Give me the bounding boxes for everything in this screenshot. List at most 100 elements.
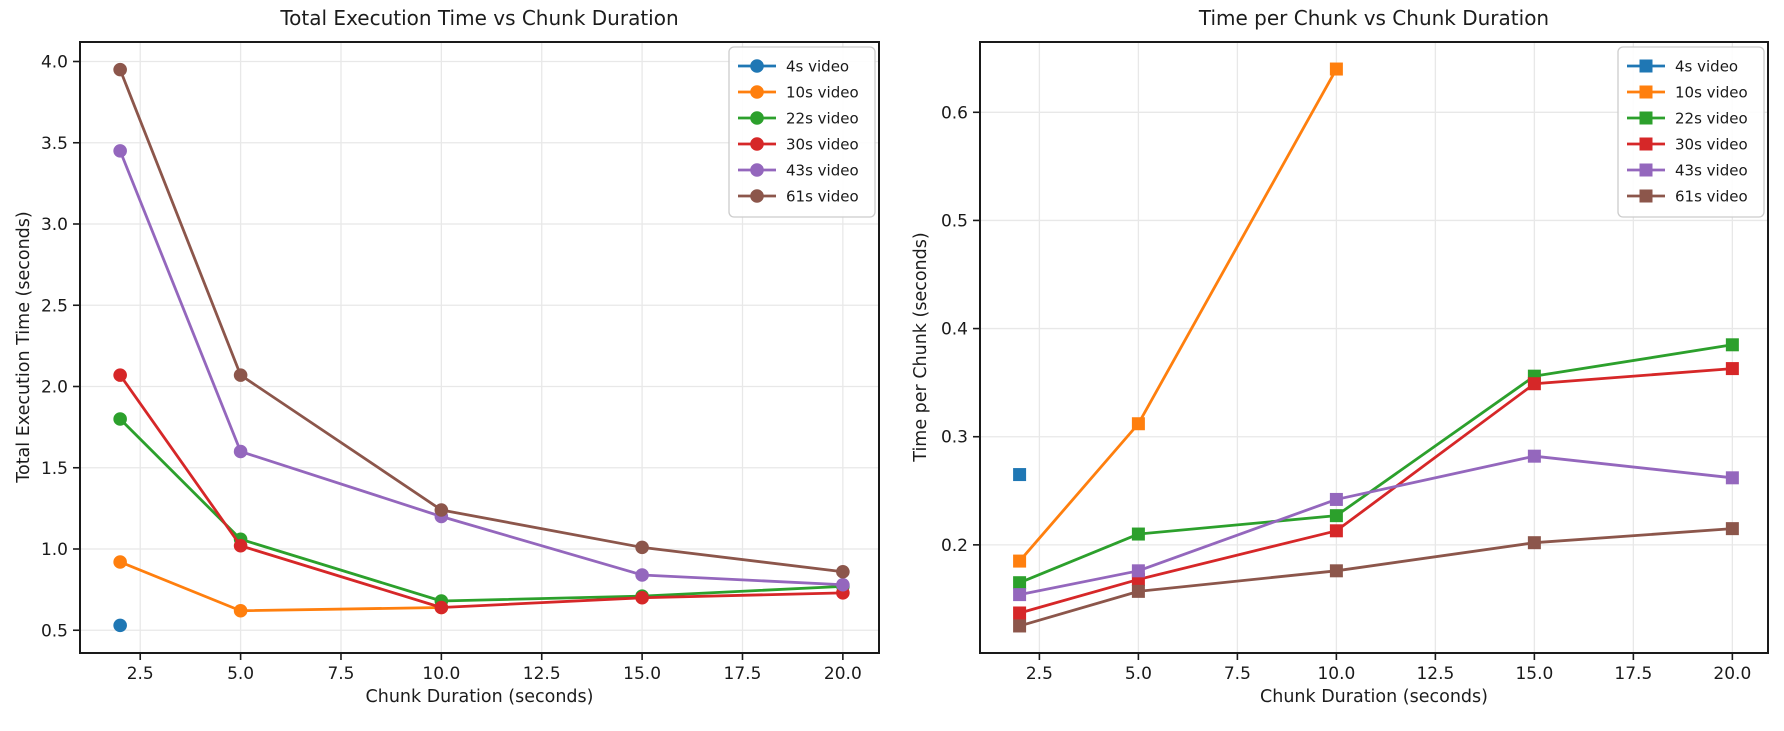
data-point-61s-video <box>233 368 248 382</box>
legend-item-4s-video: 4s video <box>1627 58 1738 76</box>
x-tick-label: 10.0 <box>422 664 460 684</box>
data-point-30s-video <box>113 368 127 382</box>
x-tick-label: 20.0 <box>824 664 862 684</box>
data-point-43s-video <box>1131 564 1145 578</box>
y-tick-label: 2.5 <box>41 296 68 316</box>
legend-label: 4s video <box>786 58 849 76</box>
data-point-22s-video <box>1329 509 1343 523</box>
y-tick-label: 0.5 <box>941 211 968 231</box>
data-point-61s-video <box>1329 564 1343 578</box>
data-point-22s-video <box>1013 576 1027 590</box>
x-tick-label: 5.0 <box>227 664 254 684</box>
y-tick-label: 0.6 <box>941 103 968 123</box>
legend-marker-square <box>1639 189 1653 203</box>
legend-item-30s-video: 30s video <box>738 136 859 154</box>
chart-time-per-chunk: 2.5 5.0 7.5 10.0 12.5 15.0 17.5 20.0 0.2 0.3 0.4 0.… <box>941 41 1769 684</box>
right-chart-ylabel: Time per Chunk (seconds) <box>911 232 931 462</box>
data-point-43s-video <box>113 144 127 158</box>
x-tick-label: 12.5 <box>1416 664 1454 684</box>
legend-marker-square <box>1639 137 1653 151</box>
legend-marker-circle <box>750 137 764 151</box>
data-point-61s-video <box>836 564 850 579</box>
legend-item-43s-video: 43s video <box>738 162 859 180</box>
data-point-22s-video <box>1725 338 1739 352</box>
legend-item-10s-video: 10s video <box>738 84 859 102</box>
data-point-30s-video <box>635 590 649 605</box>
data-point-61s-video <box>635 540 649 555</box>
y-tick-label: 0.5 <box>41 621 68 641</box>
legend-marker-square <box>1639 59 1653 73</box>
plot-spines <box>979 41 1769 654</box>
data-point-43s-video <box>1725 471 1739 485</box>
legend-label: 10s video <box>1675 84 1748 102</box>
left-chart-ylabel: Total Execution Time (seconds) <box>14 211 34 483</box>
legend-marker-circle <box>750 163 764 177</box>
legend-item-4s-video: 4s video <box>738 58 849 76</box>
data-point-22s-video <box>1131 527 1145 541</box>
left-chart-xlabel: Chunk Duration (seconds) <box>365 687 594 707</box>
x-tick-label: 7.5 <box>327 664 354 684</box>
legend-marker-circle <box>750 59 764 73</box>
legend-marker-square <box>1639 163 1653 177</box>
x-tick-label: 17.5 <box>1614 664 1652 684</box>
data-point-61s-video <box>1131 584 1145 598</box>
x-tick-label: 20.0 <box>1713 664 1751 684</box>
left-chart-title: Total Execution Time vs Chunk Duration <box>280 6 679 30</box>
data-point-43s-video <box>233 444 248 459</box>
y-tick-label: 3.5 <box>41 134 68 154</box>
legend-marker-circle <box>750 85 764 99</box>
y-tick-label: 3.0 <box>41 215 68 235</box>
data-point-22s-video <box>113 412 127 426</box>
data-point-43s-video <box>1013 588 1027 602</box>
data-point-61s-video <box>434 503 449 517</box>
data-point-30s-video <box>434 600 449 615</box>
data-point-43s-video <box>1329 492 1343 506</box>
y-tick-label: 4.0 <box>41 53 68 73</box>
data-point-30s-video <box>1725 362 1739 376</box>
chart-total-execution-time: 2.5 5.0 7.5 10.0 12.5 15.0 17.5 20.0 0.5 1.0 1.5 2.… <box>41 41 880 684</box>
x-tick-label: 10.0 <box>1317 664 1355 684</box>
data-point-61s-video <box>1725 522 1739 536</box>
legend-box <box>728 46 876 218</box>
legend-marker-circle <box>750 189 764 203</box>
data-point-61s-video <box>1527 536 1541 550</box>
x-tick-label: 7.5 <box>1224 664 1251 684</box>
legend: 4s video 10s video 22s video 30s video 43s v… <box>1617 46 1765 218</box>
series-line-10s-video <box>1018 67 1338 563</box>
x-tick-label: 15.0 <box>623 664 661 684</box>
data-point-61s-video <box>1013 619 1027 633</box>
y-tick-label: 0.4 <box>941 320 968 340</box>
legend-item-22s-video: 22s video <box>738 110 859 128</box>
legend-label: 61s video <box>1675 188 1748 206</box>
series-line-22s-video <box>1018 343 1734 585</box>
legend-item-61s-video: 61s video <box>738 188 859 206</box>
legend-item-22s-video: 22s video <box>1627 110 1748 128</box>
data-point-10s-video <box>1131 417 1145 431</box>
data-point-4s-video <box>1013 468 1027 482</box>
data-point-61s-video <box>113 62 127 77</box>
legend-label: 61s video <box>786 188 859 206</box>
series-line-61s-video <box>1018 527 1734 628</box>
data-point-43s-video <box>1527 449 1541 463</box>
legend: 4s video 10s video 22s video 30s video 43s v… <box>728 46 876 218</box>
series-line-22s-video <box>118 417 845 603</box>
data-point-10s-video <box>1013 554 1027 568</box>
y-tick-label: 2.0 <box>41 378 68 398</box>
plot-spines <box>79 41 880 654</box>
data-point-30s-video <box>1527 377 1541 391</box>
legend-marker-square <box>1639 85 1653 99</box>
data-point-10s-video <box>113 555 127 569</box>
y-tick-label: 0.3 <box>941 428 968 448</box>
legend-marker-circle <box>750 111 764 125</box>
data-point-43s-video <box>635 568 649 582</box>
legend-box <box>1617 46 1765 218</box>
x-tick-label: 5.0 <box>1125 664 1152 684</box>
legend-item-43s-video: 43s video <box>1627 162 1748 180</box>
x-tick-label: 15.0 <box>1515 664 1553 684</box>
legend-label: 43s video <box>1675 162 1748 180</box>
y-tick-label: 1.5 <box>41 459 68 479</box>
data-point-43s-video <box>836 577 850 592</box>
y-tick-label: 1.0 <box>41 540 68 560</box>
